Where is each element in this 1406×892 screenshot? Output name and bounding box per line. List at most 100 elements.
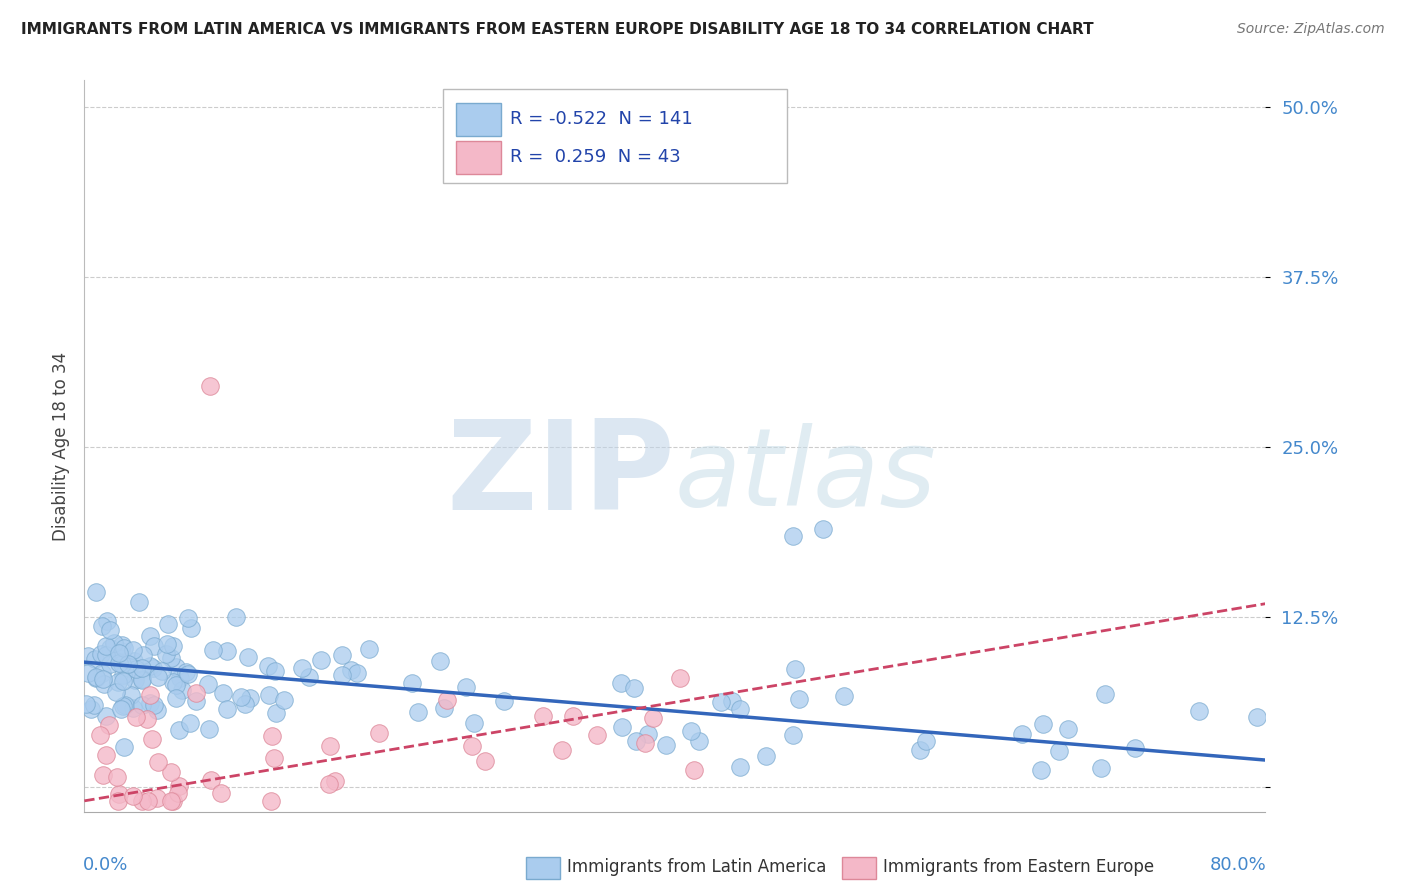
Point bbox=[110, 702, 132, 716]
Point bbox=[160, 651, 183, 665]
Point bbox=[330, 648, 353, 663]
Point bbox=[184, 694, 207, 708]
Point bbox=[139, 659, 162, 673]
Point bbox=[357, 642, 380, 657]
Point bbox=[98, 640, 121, 655]
Point bbox=[84, 584, 107, 599]
Point bbox=[637, 727, 659, 741]
Point bbox=[118, 657, 141, 672]
Text: R =  0.259  N = 43: R = 0.259 N = 43 bbox=[510, 148, 681, 166]
Point bbox=[136, 712, 159, 726]
Point bbox=[217, 702, 239, 716]
Point bbox=[117, 657, 139, 671]
Point bbox=[229, 690, 252, 704]
Point bbox=[97, 717, 120, 731]
Point bbox=[90, 665, 112, 680]
Point bbox=[655, 738, 678, 752]
Point bbox=[259, 688, 281, 702]
Point bbox=[238, 649, 260, 664]
Point bbox=[586, 728, 609, 742]
Point bbox=[162, 675, 184, 690]
Point bbox=[94, 639, 117, 653]
Point bbox=[125, 710, 148, 724]
Point bbox=[131, 673, 153, 687]
Point bbox=[166, 678, 188, 692]
Point bbox=[155, 647, 177, 661]
Point bbox=[561, 709, 583, 723]
Point bbox=[112, 667, 135, 681]
Point bbox=[319, 739, 342, 754]
Point bbox=[551, 743, 574, 757]
Point bbox=[180, 621, 202, 635]
Point bbox=[634, 736, 657, 750]
Point bbox=[531, 709, 554, 723]
Point bbox=[131, 672, 153, 686]
Point bbox=[138, 696, 160, 710]
Point bbox=[160, 765, 183, 780]
Point bbox=[811, 522, 834, 536]
Point bbox=[174, 665, 197, 680]
Text: Immigrants from Eastern Europe: Immigrants from Eastern Europe bbox=[883, 858, 1154, 876]
Point bbox=[131, 698, 153, 712]
Point bbox=[125, 662, 148, 676]
Point bbox=[177, 611, 200, 625]
Point bbox=[108, 651, 131, 665]
Point bbox=[110, 644, 132, 658]
Text: Immigrants from Latin America: Immigrants from Latin America bbox=[567, 858, 825, 876]
Point bbox=[623, 681, 645, 696]
Point bbox=[172, 683, 194, 698]
Point bbox=[156, 637, 179, 651]
Point bbox=[169, 779, 191, 793]
Point bbox=[177, 667, 200, 681]
Text: 0.0%: 0.0% bbox=[83, 855, 128, 873]
Point bbox=[215, 644, 238, 658]
Point bbox=[908, 743, 931, 757]
Point bbox=[260, 729, 283, 743]
Point bbox=[112, 739, 135, 754]
Point bbox=[94, 709, 117, 723]
Point bbox=[1188, 704, 1211, 718]
Point bbox=[165, 660, 187, 674]
Point bbox=[461, 739, 484, 753]
Point bbox=[1011, 727, 1033, 741]
Point bbox=[108, 646, 131, 660]
Point bbox=[318, 777, 340, 791]
Point bbox=[107, 657, 129, 671]
Point bbox=[782, 728, 804, 742]
Point bbox=[233, 697, 256, 711]
Point bbox=[225, 610, 247, 624]
Point bbox=[309, 653, 332, 667]
Point bbox=[641, 711, 664, 725]
Point bbox=[90, 647, 112, 661]
Point bbox=[114, 698, 136, 713]
Point bbox=[782, 529, 804, 543]
Point bbox=[141, 731, 163, 746]
Point bbox=[90, 619, 112, 633]
Point bbox=[433, 700, 456, 714]
Point bbox=[609, 676, 631, 690]
Point bbox=[198, 723, 221, 737]
Point bbox=[94, 747, 117, 762]
Point bbox=[104, 684, 127, 698]
Point bbox=[291, 661, 314, 675]
Point bbox=[162, 794, 184, 808]
Point bbox=[832, 690, 855, 704]
Point bbox=[75, 697, 97, 711]
Point bbox=[146, 791, 169, 805]
Point bbox=[682, 764, 704, 778]
Point bbox=[679, 723, 702, 738]
Point bbox=[112, 641, 135, 656]
Point bbox=[139, 688, 162, 702]
Point bbox=[98, 623, 121, 637]
Point bbox=[197, 677, 219, 691]
Point bbox=[728, 702, 751, 716]
Point bbox=[401, 676, 423, 690]
Point bbox=[1246, 710, 1268, 724]
Point bbox=[76, 649, 98, 664]
Point bbox=[169, 671, 191, 685]
Point bbox=[107, 674, 129, 689]
Point bbox=[755, 749, 778, 764]
Point bbox=[298, 670, 321, 684]
Point bbox=[122, 789, 145, 803]
Point bbox=[83, 652, 105, 666]
